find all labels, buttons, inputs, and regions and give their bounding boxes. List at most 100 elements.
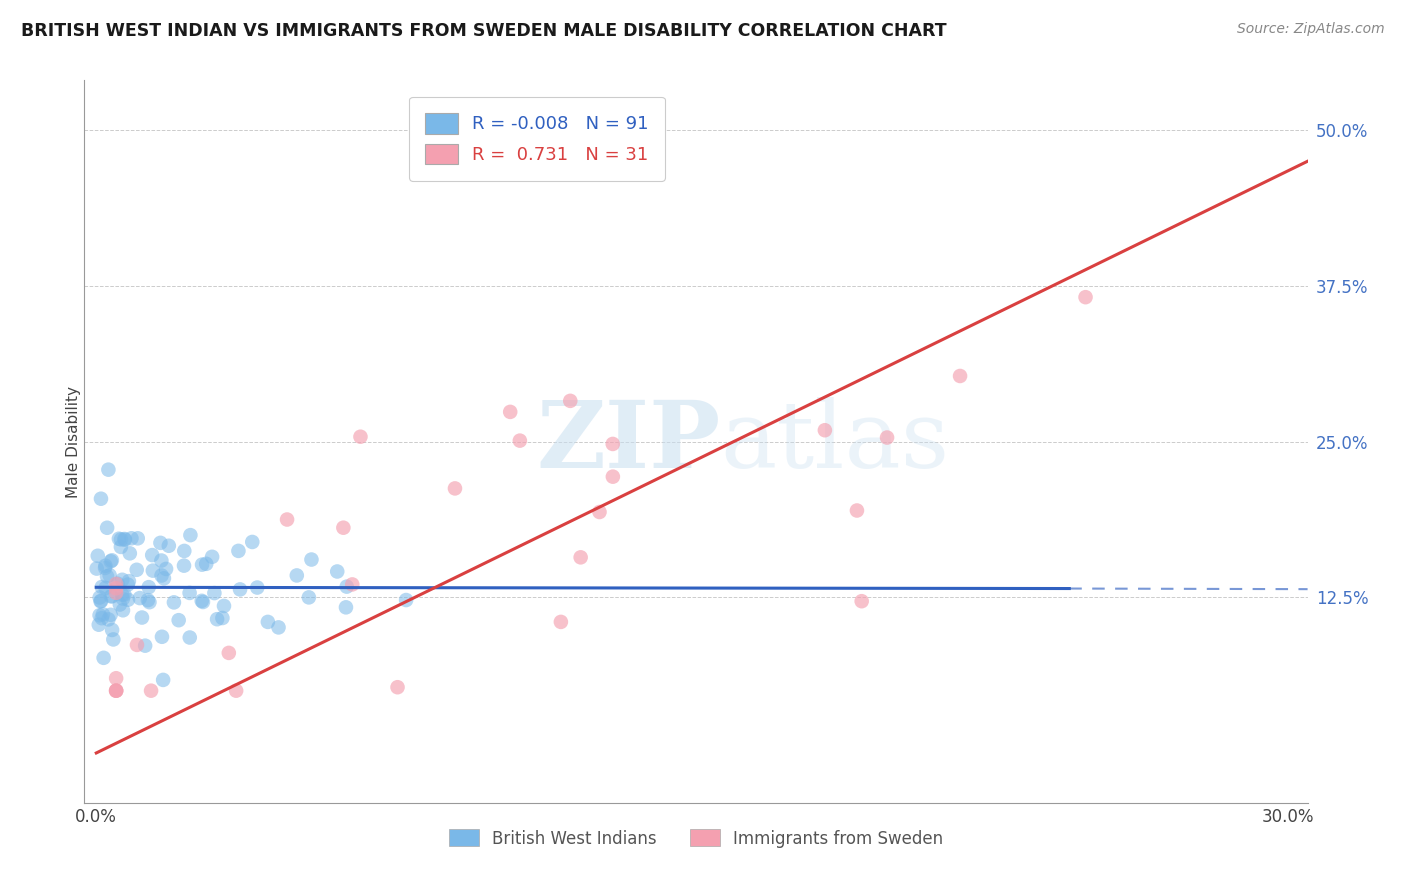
Point [202,586,225,600]
Point [89,608,111,623]
Point [90,611,112,625]
Point [332,521,354,535]
Point [387,680,409,694]
Point [1074,290,1097,304]
Point [225,683,247,698]
Point [152,673,174,687]
Point [851,594,873,608]
Point [335,600,357,615]
Point [94,581,117,595]
Point [560,393,582,408]
Legend: British West Indians, Immigrants from Sweden: British West Indians, Immigrants from Sw… [440,821,952,856]
Point [127,531,149,545]
Point [191,595,214,609]
Point [509,434,531,448]
Point [108,598,131,612]
Point [110,533,132,547]
Point [190,594,212,608]
Point [876,431,898,445]
Point [101,553,124,567]
Point [111,603,134,617]
Point [336,580,359,594]
Point [96,521,118,535]
Point [229,582,252,597]
Point [105,683,128,698]
Point [153,571,176,585]
Point [569,550,592,565]
Point [111,591,134,606]
Text: atlas: atlas [720,397,949,486]
Point [191,558,214,572]
Point [155,562,177,576]
Point [150,568,173,582]
Point [136,593,159,607]
Point [301,552,323,566]
Point [845,503,868,517]
Point [149,536,172,550]
Point [100,607,122,622]
Point [131,610,153,624]
Point [602,437,624,451]
Point [349,430,371,444]
Point [179,631,201,645]
Point [90,580,112,594]
Point [94,558,117,573]
Point [87,549,110,563]
Point [138,580,160,594]
Point [179,586,201,600]
Point [120,531,142,545]
Point [326,565,349,579]
Point [90,594,112,608]
Point [97,612,120,626]
Point [285,568,308,582]
Point [108,532,131,546]
Point [105,683,128,698]
Point [97,463,120,477]
Point [117,592,139,607]
Point [100,590,122,604]
Point [125,563,148,577]
Point [111,573,134,587]
Point [111,588,134,602]
Point [117,577,139,591]
Point [128,591,150,605]
Point [90,594,112,608]
Point [105,581,128,595]
Point [173,558,195,573]
Point [211,611,233,625]
Point [100,554,122,568]
Point [228,544,250,558]
Point [139,683,162,698]
Point [103,632,125,647]
Point [218,646,240,660]
Point [150,630,173,644]
Point [167,613,190,627]
Point [588,505,610,519]
Point [212,599,235,613]
Text: Source: ZipAtlas.com: Source: ZipAtlas.com [1237,22,1385,37]
Point [395,593,418,607]
Point [179,528,201,542]
Point [101,589,124,603]
Point [276,512,298,526]
Point [195,557,218,571]
Point [150,553,173,567]
Point [114,533,136,547]
Point [814,423,837,437]
Point [444,482,467,496]
Point [173,544,195,558]
Point [86,561,108,575]
Point [342,577,364,591]
Text: ZIP: ZIP [536,397,720,486]
Point [118,574,141,589]
Y-axis label: Male Disability: Male Disability [66,385,80,498]
Point [138,595,160,609]
Point [112,532,135,546]
Point [105,586,128,600]
Point [602,469,624,483]
Point [87,617,110,632]
Point [201,549,224,564]
Point [499,405,522,419]
Point [90,491,112,506]
Point [107,576,129,591]
